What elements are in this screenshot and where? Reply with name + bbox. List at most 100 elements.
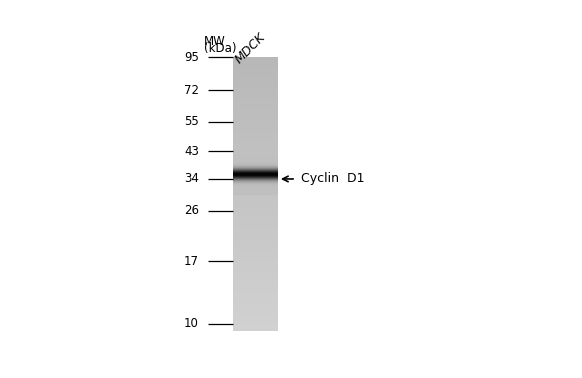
Bar <box>233 98 278 100</box>
Bar <box>233 164 278 165</box>
Bar <box>233 183 278 184</box>
Text: 34: 34 <box>184 172 199 186</box>
Bar <box>233 299 278 301</box>
Bar <box>233 182 278 183</box>
Bar <box>233 161 278 163</box>
Bar <box>233 75 278 76</box>
Bar <box>233 157 278 158</box>
Bar <box>233 259 278 261</box>
Bar <box>233 187 278 188</box>
Bar <box>233 158 278 159</box>
Bar <box>233 302 278 304</box>
Bar <box>233 188 278 189</box>
Bar <box>233 155 278 157</box>
Bar <box>233 120 278 122</box>
Bar <box>233 254 278 256</box>
Bar <box>233 158 278 160</box>
Bar <box>233 160 278 161</box>
Bar <box>233 178 278 179</box>
Text: 17: 17 <box>184 254 199 268</box>
Bar <box>233 172 278 173</box>
Bar <box>233 158 278 159</box>
Bar <box>233 90 278 91</box>
Bar <box>233 124 278 126</box>
Bar <box>233 174 278 175</box>
Bar <box>233 185 278 186</box>
Bar <box>233 150 278 152</box>
Bar <box>233 163 278 164</box>
Bar <box>233 310 278 312</box>
Bar <box>233 164 278 165</box>
Bar <box>233 194 278 195</box>
Bar <box>233 159 278 160</box>
Bar <box>233 170 278 171</box>
Bar <box>233 190 278 191</box>
Bar <box>233 306 278 308</box>
Bar <box>233 175 278 176</box>
Bar <box>233 171 278 172</box>
Bar <box>233 173 278 174</box>
Bar <box>233 160 278 161</box>
Bar <box>233 180 278 181</box>
Bar <box>233 325 278 327</box>
Bar <box>233 166 278 167</box>
Bar <box>233 161 278 162</box>
Bar <box>233 243 278 245</box>
Text: Cyclin  D1: Cyclin D1 <box>300 172 364 186</box>
Bar <box>233 177 278 178</box>
Bar <box>233 101 278 102</box>
Bar <box>233 160 278 161</box>
Bar <box>233 182 278 183</box>
Bar <box>233 171 278 172</box>
Bar <box>233 191 278 192</box>
Bar <box>233 180 278 181</box>
Bar <box>233 181 278 183</box>
Bar <box>233 161 278 162</box>
Bar <box>233 189 278 190</box>
Bar <box>233 166 278 167</box>
Bar <box>233 192 278 193</box>
Bar <box>233 155 278 156</box>
Bar <box>233 156 278 157</box>
Bar <box>233 166 278 167</box>
Bar <box>233 205 278 206</box>
Bar <box>233 160 278 161</box>
Bar <box>233 186 278 187</box>
Bar <box>233 285 278 287</box>
Bar <box>233 158 278 159</box>
Bar <box>233 232 278 234</box>
Bar <box>233 328 278 330</box>
Bar <box>233 279 278 280</box>
Bar <box>233 154 278 155</box>
Bar <box>233 93 278 94</box>
Bar <box>233 160 278 161</box>
Bar <box>233 187 278 188</box>
Bar <box>233 161 278 162</box>
Bar <box>233 174 278 175</box>
Bar <box>233 168 278 169</box>
Bar <box>233 154 278 156</box>
Bar <box>233 170 278 172</box>
Bar <box>233 213 278 215</box>
Bar <box>233 168 278 169</box>
Bar <box>233 190 278 191</box>
Bar <box>233 156 278 157</box>
Bar <box>233 117 278 119</box>
Bar <box>233 194 278 195</box>
Bar <box>233 309 278 310</box>
Bar <box>233 162 278 163</box>
Bar <box>233 157 278 158</box>
Bar <box>233 318 278 320</box>
Bar <box>233 87 278 89</box>
Bar <box>233 250 278 251</box>
Bar <box>233 234 278 235</box>
Bar <box>233 189 278 190</box>
Bar <box>233 162 278 163</box>
Bar <box>233 193 278 194</box>
Bar <box>233 159 278 160</box>
Bar <box>233 303 278 305</box>
Bar <box>233 156 278 157</box>
Bar <box>233 116 278 118</box>
Bar <box>233 280 278 282</box>
Bar <box>233 67 278 68</box>
